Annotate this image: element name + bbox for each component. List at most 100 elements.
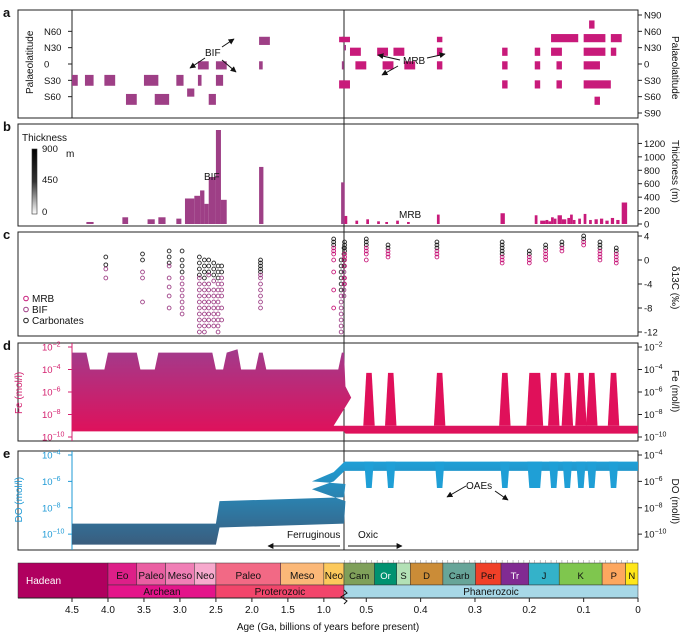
panel-b-letter: b xyxy=(3,119,11,134)
panel-b-bar-mrb xyxy=(557,215,562,224)
timescale-era-label: Paleo xyxy=(138,571,164,582)
mrb-point xyxy=(363,251,369,257)
bif-point xyxy=(179,281,185,287)
bif-arrow xyxy=(221,59,237,73)
timescale-period-label: Carb xyxy=(449,571,470,582)
timescale-era-label: Paleo xyxy=(236,571,262,582)
bif-point xyxy=(258,281,263,287)
panel-a-bif-label: BIF xyxy=(205,48,221,59)
oae-dip xyxy=(434,461,445,488)
exponent: −4 xyxy=(53,364,61,371)
carbonate-point xyxy=(385,245,391,251)
panel-a-left-y-label: S30 xyxy=(44,76,61,87)
bif-point xyxy=(140,275,145,281)
timescale-eon-label: Phanerozoic xyxy=(463,587,519,598)
panel-a-block-bif xyxy=(104,74,116,86)
panel-b-bar-mrb xyxy=(572,219,576,224)
mrb-point xyxy=(543,254,548,260)
bif-point xyxy=(258,275,263,281)
panel-a-block-mrb xyxy=(534,61,541,70)
x-tick-label: 3.0 xyxy=(173,605,187,616)
mrb-point xyxy=(543,248,548,254)
panel-a-block-mrb xyxy=(404,61,416,70)
fe-pulse xyxy=(561,372,574,426)
carbonate-point xyxy=(342,239,347,245)
timescale-era-label: Meso xyxy=(290,571,315,582)
bif-point xyxy=(197,287,202,293)
panel-a-left-ylabel: Palaeolatitude xyxy=(25,30,36,94)
panel-a-left-y-label: S60 xyxy=(44,92,61,103)
panel-d-left-label: 10−4 xyxy=(42,364,61,376)
panel-a-block-mrb xyxy=(534,47,541,56)
panel-a-block-mrb xyxy=(534,80,541,89)
bif-point xyxy=(338,293,344,299)
fe-pulse xyxy=(433,372,446,426)
mrb-point xyxy=(363,257,369,263)
x-tick-label: 0.5 xyxy=(359,605,373,616)
panel-a-right-y-label: S90 xyxy=(644,109,661,120)
mrb-point xyxy=(559,245,565,251)
carbonate-point xyxy=(211,272,217,278)
mrb-point xyxy=(597,248,603,254)
panel-b-bar-mrb xyxy=(583,213,587,224)
carbonate-point xyxy=(613,248,619,254)
bif-point xyxy=(211,287,217,293)
fe-pulse xyxy=(586,372,598,426)
bif-point xyxy=(197,299,202,305)
mrb-point xyxy=(342,254,347,260)
panel-d-right-label: 10−6 xyxy=(644,387,663,399)
carbonate-point xyxy=(219,263,225,269)
mrb-point xyxy=(597,254,603,260)
bif-point xyxy=(166,284,172,290)
bif-point xyxy=(206,287,212,293)
oae-arrow xyxy=(446,485,467,498)
legend-marker xyxy=(23,317,29,324)
fe-pulse xyxy=(526,372,544,426)
carbonate-point xyxy=(197,266,202,272)
x-tick-label: 1.5 xyxy=(281,605,295,616)
panel-b-frame xyxy=(17,123,639,227)
panel-b-bar-mrb xyxy=(594,219,598,224)
oae-dip xyxy=(608,461,619,488)
x-tick-label: 0 xyxy=(635,605,641,616)
bif-point xyxy=(211,317,217,323)
panel-b-y-label: 800 xyxy=(644,166,660,177)
panel-b-y-label: 1000 xyxy=(644,152,665,163)
x-tick-label: 0.1 xyxy=(577,605,591,616)
x-tick-label: 4.5 xyxy=(65,605,79,616)
oae-dip xyxy=(576,461,586,488)
mrb-point xyxy=(597,257,603,263)
panel-e-right-label: 10−4 xyxy=(644,450,663,462)
oae-dip xyxy=(549,461,559,488)
oaes-label: OAEs xyxy=(466,481,492,492)
x-tick-label: 0.2 xyxy=(522,605,536,616)
carbonate-point xyxy=(499,242,505,248)
mrb-point xyxy=(499,254,505,260)
oae-dip xyxy=(386,461,396,488)
timescale-era-label: Eo xyxy=(116,571,129,582)
panel-b-bar-mrb xyxy=(344,215,348,224)
carbonate-point xyxy=(363,236,369,242)
panel-b-y-label: 400 xyxy=(644,193,660,204)
panel-b-bar-bif xyxy=(158,217,166,224)
bif-point xyxy=(206,299,212,305)
bif-point xyxy=(197,317,202,323)
carbonate-point xyxy=(197,254,202,260)
bif-point xyxy=(179,287,185,293)
panel-a-block-mrb xyxy=(349,47,361,56)
exponent: −10 xyxy=(53,529,65,536)
mrb-point xyxy=(526,254,532,260)
carbonate-point xyxy=(581,233,587,239)
carbonate-point xyxy=(543,242,548,248)
bif-point xyxy=(166,263,172,269)
panel-e-area xyxy=(72,461,638,545)
panel-b-bar-mrb xyxy=(366,219,369,224)
panel-b-bar-mrb xyxy=(589,219,592,224)
carbonate-point xyxy=(211,260,217,266)
mrb-point xyxy=(385,254,391,260)
mrb-point xyxy=(363,245,369,251)
carbonate-point xyxy=(526,251,532,257)
bif-point xyxy=(219,317,225,323)
panel-a-block-mrb xyxy=(610,34,622,43)
bif-arrow xyxy=(189,57,206,69)
